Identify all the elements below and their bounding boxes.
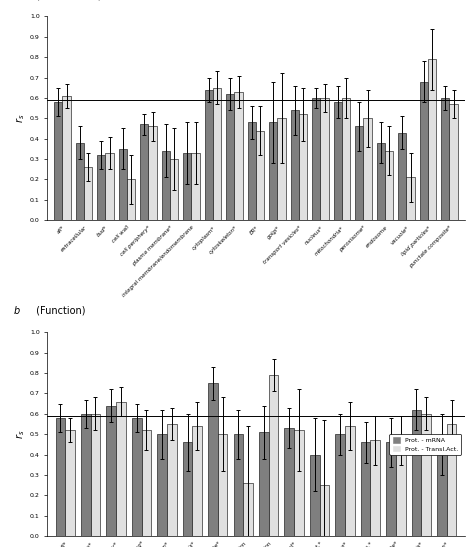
Bar	[386, 443, 396, 536]
Bar	[170, 159, 178, 220]
Bar	[398, 132, 407, 220]
Bar	[256, 131, 264, 220]
Bar	[356, 126, 364, 220]
Bar	[234, 434, 243, 536]
Text: b: b	[14, 306, 20, 316]
Bar	[335, 434, 345, 536]
Y-axis label: $r_s$: $r_s$	[14, 114, 27, 123]
Bar	[167, 424, 177, 536]
Bar	[127, 179, 135, 220]
Bar	[269, 375, 278, 536]
Bar	[76, 143, 84, 220]
Bar	[65, 430, 75, 536]
Bar	[205, 90, 213, 220]
Bar	[162, 151, 170, 220]
Bar	[277, 118, 286, 220]
Bar	[334, 102, 342, 220]
Bar	[243, 483, 253, 536]
Bar	[342, 98, 350, 220]
Bar	[218, 434, 228, 536]
Bar	[449, 104, 457, 220]
Bar	[235, 92, 243, 220]
Bar	[226, 94, 235, 220]
Bar	[320, 98, 328, 220]
Bar	[361, 443, 370, 536]
Bar	[213, 88, 221, 220]
Bar	[364, 118, 372, 220]
Bar	[310, 455, 319, 536]
Bar	[192, 426, 202, 536]
Bar	[182, 443, 192, 536]
Bar	[81, 414, 91, 536]
Text: (Function): (Function)	[33, 306, 85, 316]
Bar	[55, 418, 65, 536]
Bar	[248, 123, 256, 220]
Bar	[437, 444, 447, 536]
Y-axis label: $r_s$: $r_s$	[14, 429, 27, 439]
Bar	[377, 143, 385, 220]
Bar	[191, 153, 200, 220]
Bar	[63, 96, 71, 220]
Bar	[55, 102, 63, 220]
Bar	[132, 418, 142, 536]
Bar	[157, 434, 167, 536]
Bar	[84, 167, 92, 220]
Bar	[91, 414, 100, 536]
Bar	[421, 414, 431, 536]
Legend: Prot. - mRNA, Prot. - Transl.Act.: Prot. - mRNA, Prot. - Transl.Act.	[390, 434, 461, 455]
Bar	[116, 401, 126, 536]
Bar	[407, 177, 415, 220]
Bar	[385, 151, 393, 220]
Bar	[447, 424, 456, 536]
Bar	[269, 123, 277, 220]
Bar	[140, 124, 148, 220]
Bar	[420, 82, 428, 220]
Bar	[312, 98, 320, 220]
Bar	[259, 432, 269, 536]
Bar	[208, 383, 218, 536]
Bar	[396, 440, 406, 536]
Bar	[105, 153, 114, 220]
Bar	[411, 410, 421, 536]
Bar	[370, 440, 380, 536]
Bar	[148, 126, 156, 220]
Bar	[142, 430, 151, 536]
Bar	[291, 110, 299, 220]
Bar	[119, 149, 127, 220]
Bar	[183, 153, 191, 220]
Bar	[106, 406, 116, 536]
Bar	[284, 428, 294, 536]
Bar	[97, 155, 105, 220]
Bar	[294, 430, 304, 536]
Bar	[319, 485, 329, 536]
Bar	[428, 59, 436, 220]
Bar	[345, 426, 355, 536]
Bar	[441, 98, 449, 220]
Bar	[299, 114, 307, 220]
